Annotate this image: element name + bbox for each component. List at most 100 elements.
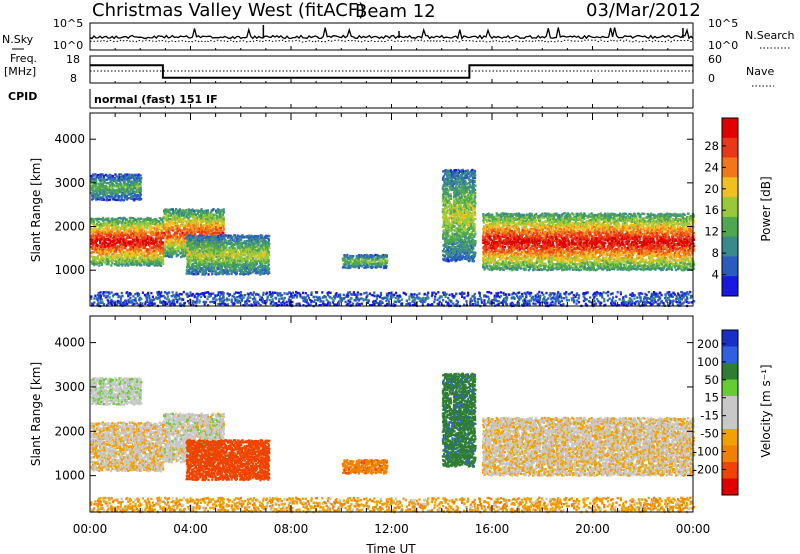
power-point [218,218,221,222]
power-point [173,243,176,246]
power-point [95,234,98,238]
power-point [194,268,198,272]
power-point [110,178,113,182]
power-point [106,174,109,178]
power-point [208,225,211,228]
power-point [134,239,137,243]
power-point [213,251,216,255]
power-point [97,224,100,227]
power-point [193,246,196,249]
power-point [90,260,93,263]
power-point [127,249,130,252]
power-point [108,176,111,179]
power-point [187,224,190,227]
power-point [183,234,186,237]
power-point [91,185,94,188]
power-point [106,186,109,189]
power-point [193,223,196,227]
power-point [222,268,225,272]
power-point [239,241,242,245]
power-point [198,217,201,220]
power-point [467,177,470,181]
power-point [219,272,222,275]
power-point [100,192,103,196]
power-point [153,218,156,221]
power-point [98,182,101,185]
power-point [190,265,193,269]
power-point [114,176,117,180]
power-point [168,249,171,252]
power-point [125,220,129,223]
power-point [192,225,195,228]
power-point [185,225,188,228]
power-point [134,247,137,251]
power-point [205,231,208,234]
power-point [385,265,388,268]
power-point [203,239,207,243]
power-point [122,221,126,225]
power-point [104,228,107,232]
power-point [209,245,213,249]
power-point [194,270,197,274]
power-point [217,235,220,238]
power-point [175,233,178,236]
power-point [184,228,187,231]
power-point [104,251,107,254]
power-point [114,232,117,235]
power-point [203,244,206,247]
power-point [126,240,129,243]
power-point [96,219,99,222]
power-point [212,255,215,258]
power-point [112,189,115,192]
power-point [157,233,160,236]
power-point [110,184,113,187]
power-point [95,248,98,251]
power-point [224,259,227,263]
power-point [99,232,102,236]
power-point [127,235,130,239]
power-point [174,214,177,218]
power-point [152,258,155,261]
power-point [222,225,225,228]
power-point [170,255,174,259]
power-point [116,255,119,259]
power-point [216,214,219,218]
power-point [166,245,169,248]
power-point [138,177,141,180]
power-point [96,230,99,233]
power-point [108,242,111,245]
power-point [214,233,217,236]
power-point [225,256,228,259]
power-point [128,179,131,182]
power-point [109,251,112,254]
power-point [200,268,203,272]
power-point [188,209,191,212]
power-point [156,254,160,257]
power-point [445,216,448,219]
power-point [194,243,197,247]
power-point [175,211,179,214]
power-point [103,251,106,254]
power-point [113,235,116,239]
power-point [140,264,143,267]
power-point [170,208,173,211]
power-point [207,237,210,240]
power-point [186,248,189,252]
power-point [213,268,216,271]
power-point [91,233,94,236]
power-point [118,229,122,232]
power-point [443,259,446,262]
power-point [152,260,155,263]
power-point [130,254,133,257]
power-point [171,236,174,240]
power-point [451,232,454,235]
power-point [131,262,134,266]
power-point [202,215,205,218]
power-point [181,224,185,227]
power-point [144,229,148,233]
power-point [107,186,110,189]
power-point [221,242,224,245]
power-point [124,221,127,224]
power-point [127,255,130,258]
power-point [99,240,102,243]
